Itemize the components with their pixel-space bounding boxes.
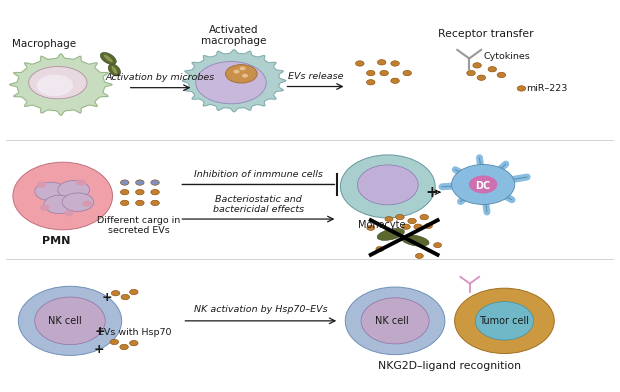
Ellipse shape xyxy=(469,176,497,194)
Circle shape xyxy=(112,290,120,296)
Circle shape xyxy=(376,247,384,252)
Text: Receptor transfer: Receptor transfer xyxy=(438,29,534,39)
Circle shape xyxy=(239,67,246,71)
Ellipse shape xyxy=(19,286,122,356)
Text: +: + xyxy=(425,185,438,200)
Text: Different cargo in
secreted EVs: Different cargo in secreted EVs xyxy=(97,216,180,235)
Text: NK cell: NK cell xyxy=(48,316,82,326)
Text: Inhibition of inmmune cells: Inhibition of inmmune cells xyxy=(194,170,323,179)
Ellipse shape xyxy=(454,288,554,354)
Ellipse shape xyxy=(196,62,266,104)
Text: NK activation by Hsp70–EVs: NK activation by Hsp70–EVs xyxy=(194,305,327,314)
Circle shape xyxy=(403,71,412,76)
Circle shape xyxy=(120,180,129,185)
Circle shape xyxy=(467,71,476,76)
Ellipse shape xyxy=(451,165,515,205)
Circle shape xyxy=(151,189,159,195)
Circle shape xyxy=(497,72,506,78)
Circle shape xyxy=(408,218,416,224)
Text: NK cell: NK cell xyxy=(375,316,409,326)
Circle shape xyxy=(355,61,364,66)
Circle shape xyxy=(391,61,399,66)
Text: Monocyte: Monocyte xyxy=(358,220,405,230)
Text: Tumor cell: Tumor cell xyxy=(479,316,529,326)
Text: +: + xyxy=(93,343,104,356)
Ellipse shape xyxy=(345,287,445,355)
Circle shape xyxy=(120,344,128,350)
Text: EVs with Hsp70: EVs with Hsp70 xyxy=(98,328,172,337)
Circle shape xyxy=(517,86,526,91)
Circle shape xyxy=(477,75,485,80)
Circle shape xyxy=(136,180,144,185)
Text: Cytokines: Cytokines xyxy=(483,52,530,61)
Circle shape xyxy=(473,63,481,68)
Ellipse shape xyxy=(13,162,112,230)
Circle shape xyxy=(420,214,428,220)
Circle shape xyxy=(366,80,375,85)
Text: Activated
macrophage: Activated macrophage xyxy=(202,25,267,46)
Circle shape xyxy=(234,70,239,73)
Circle shape xyxy=(136,189,144,195)
Ellipse shape xyxy=(340,155,435,218)
Ellipse shape xyxy=(35,297,105,345)
Ellipse shape xyxy=(35,182,66,201)
Circle shape xyxy=(37,181,46,187)
Circle shape xyxy=(414,224,422,229)
Text: +: + xyxy=(101,291,112,304)
Circle shape xyxy=(402,224,410,229)
Circle shape xyxy=(433,243,441,248)
Circle shape xyxy=(391,78,399,83)
Circle shape xyxy=(396,214,404,220)
Circle shape xyxy=(415,254,423,258)
Circle shape xyxy=(130,289,138,295)
Circle shape xyxy=(151,200,159,206)
Circle shape xyxy=(380,71,388,76)
Text: miR–223: miR–223 xyxy=(526,84,567,93)
Ellipse shape xyxy=(226,65,257,83)
Polygon shape xyxy=(182,50,286,112)
Ellipse shape xyxy=(112,66,117,74)
Text: EVs release: EVs release xyxy=(288,72,343,81)
Ellipse shape xyxy=(361,298,429,344)
Text: NKG2D–ligand recognition: NKG2D–ligand recognition xyxy=(378,361,521,371)
Text: +: + xyxy=(95,325,105,338)
Circle shape xyxy=(120,200,129,206)
Circle shape xyxy=(242,74,248,78)
Circle shape xyxy=(425,223,432,229)
Ellipse shape xyxy=(44,195,76,214)
Circle shape xyxy=(64,210,74,216)
Ellipse shape xyxy=(37,74,73,96)
Ellipse shape xyxy=(100,53,117,65)
Circle shape xyxy=(366,71,375,76)
Ellipse shape xyxy=(476,302,534,340)
Circle shape xyxy=(82,201,92,207)
Ellipse shape xyxy=(58,181,89,199)
Ellipse shape xyxy=(401,235,429,246)
Circle shape xyxy=(130,340,138,346)
Circle shape xyxy=(40,205,50,211)
Text: Macrophage: Macrophage xyxy=(12,39,76,49)
Circle shape xyxy=(121,294,130,300)
Circle shape xyxy=(151,180,159,185)
Ellipse shape xyxy=(62,193,94,211)
Ellipse shape xyxy=(29,67,87,99)
Polygon shape xyxy=(10,54,112,115)
Circle shape xyxy=(488,67,497,72)
Circle shape xyxy=(367,225,374,230)
Circle shape xyxy=(378,60,386,65)
Circle shape xyxy=(120,189,129,195)
Circle shape xyxy=(76,180,86,186)
Text: Bacteriostatic and
bactericidal effects: Bacteriostatic and bactericidal effects xyxy=(213,195,304,214)
Circle shape xyxy=(110,339,118,345)
Ellipse shape xyxy=(377,229,404,240)
Text: Activation by microbes: Activation by microbes xyxy=(106,73,215,82)
Text: PMN: PMN xyxy=(42,236,71,246)
Ellipse shape xyxy=(104,54,113,62)
Ellipse shape xyxy=(357,165,418,205)
Circle shape xyxy=(136,200,144,206)
Circle shape xyxy=(385,216,393,221)
Ellipse shape xyxy=(108,64,120,76)
Text: DC: DC xyxy=(476,181,491,191)
